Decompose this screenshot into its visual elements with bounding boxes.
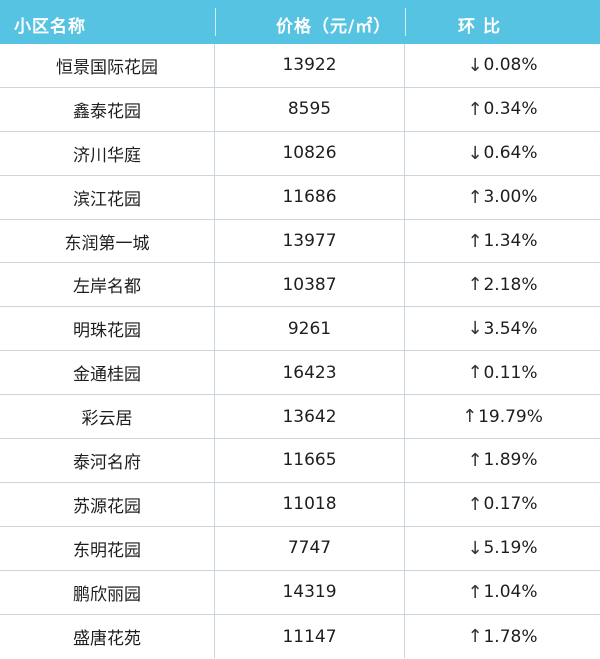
change-value: 1.04% (483, 582, 538, 603)
change-cell: ↑ 0.11% (405, 351, 600, 394)
change-cell: ↑ 19.79% (405, 395, 600, 438)
header-divider (405, 8, 406, 36)
change-cell: ↑ 0.17% (405, 483, 600, 526)
change-value: 5.19% (483, 538, 538, 559)
change-cell: ↑ 3.00% (405, 176, 600, 219)
table-row: 左岸名都 10387 ↑ 2.18% (0, 263, 600, 308)
price-cell: 9261 (215, 307, 405, 351)
header-change: 环比 (458, 17, 508, 37)
arrow-up-icon: ↑ (467, 186, 483, 208)
community-name-cell: 彩云居 (0, 395, 215, 439)
change-value: 2.18% (483, 274, 538, 295)
change-cell: ↑ 1.04% (405, 571, 600, 614)
arrow-up-icon: ↑ (467, 274, 483, 296)
table-row: 苏源花园 11018 ↑ 0.17% (0, 482, 600, 527)
table-row: 东明花园 7747 ↓ 5.19% (0, 526, 600, 571)
header-name: 小区名称 (14, 17, 86, 37)
change-cell: ↓ 3.54% (405, 307, 600, 350)
price-cell: 7747 (215, 526, 405, 570)
change-value: 1.89% (483, 450, 538, 471)
price-cell: 10387 (215, 263, 405, 307)
change-value: 1.78% (483, 626, 538, 647)
price-cell: 13922 (215, 44, 405, 87)
arrow-up-icon: ↑ (462, 406, 478, 428)
change-cell: ↑ 2.18% (405, 263, 600, 306)
change-cell: ↑ 0.34% (405, 88, 600, 131)
table-row: 恒景国际花园 13922 ↓ 0.08% (0, 44, 600, 88)
change-value: 0.11% (483, 362, 538, 383)
price-cell: 11686 (215, 175, 405, 219)
table-row: 鹏欣丽园 14319 ↑ 1.04% (0, 570, 600, 615)
community-name-cell: 东润第一城 (0, 219, 215, 263)
arrow-up-icon: ↑ (467, 362, 483, 384)
table-row: 盛唐花苑 11147 ↑ 1.78% (0, 614, 600, 659)
community-name-cell: 金通桂园 (0, 351, 215, 395)
community-name-cell: 泰河名府 (0, 439, 215, 482)
arrow-down-icon: ↓ (467, 54, 483, 76)
change-value: 19.79% (478, 406, 543, 427)
community-name-cell: 盛唐花苑 (0, 614, 215, 659)
community-name-cell: 济川华庭 (0, 131, 215, 175)
table-row: 济川华庭 10826 ↓ 0.64% (0, 131, 600, 176)
community-name-cell: 鹏欣丽园 (0, 570, 215, 614)
change-cell: ↓ 0.08% (405, 44, 600, 87)
change-value: 3.54% (483, 318, 538, 339)
community-name-cell: 明珠花园 (0, 307, 215, 351)
change-cell: ↑ 1.34% (405, 220, 600, 263)
community-name-cell: 滨江花园 (0, 175, 215, 219)
arrow-down-icon: ↓ (467, 142, 483, 164)
arrow-down-icon: ↓ (467, 537, 483, 559)
arrow-up-icon: ↑ (467, 626, 483, 648)
table-row: 明珠花园 9261 ↓ 3.54% (0, 307, 600, 352)
arrow-up-icon: ↑ (467, 581, 483, 603)
table-row: 鑫泰花园 8595 ↑ 0.34% (0, 87, 600, 132)
change-cell: ↓ 0.64% (405, 132, 600, 175)
community-name-cell: 鑫泰花园 (0, 87, 215, 131)
change-value: 0.64% (483, 143, 538, 164)
arrow-up-icon: ↑ (467, 230, 483, 252)
change-value: 0.34% (483, 99, 538, 120)
community-name-cell: 恒景国际花园 (0, 44, 215, 87)
change-value: 0.08% (483, 55, 538, 76)
community-name-cell: 东明花园 (0, 526, 215, 570)
change-value: 1.34% (483, 231, 538, 251)
community-name-cell: 左岸名都 (0, 263, 215, 307)
price-cell: 8595 (215, 87, 405, 131)
price-cell: 11665 (215, 439, 405, 482)
price-cell: 13642 (215, 395, 405, 439)
table-header: 小区名称 价格（元/㎡） 环比 (0, 0, 600, 44)
price-cell: 11018 (215, 482, 405, 526)
arrow-up-icon: ↑ (467, 449, 483, 471)
arrow-up-icon: ↑ (467, 493, 483, 515)
header-price: 价格（元/㎡） (276, 17, 392, 37)
table-row: 东润第一城 13977 ↑ 1.34% (0, 219, 600, 264)
change-cell: ↓ 5.19% (405, 527, 600, 570)
change-value: 0.17% (483, 494, 538, 515)
header-divider (215, 8, 216, 36)
price-cell: 11147 (215, 614, 405, 659)
price-cell: 13977 (215, 219, 405, 263)
arrow-up-icon: ↑ (467, 98, 483, 120)
arrow-down-icon: ↓ (467, 318, 483, 340)
price-cell: 10826 (215, 131, 405, 175)
price-cell: 14319 (215, 570, 405, 614)
table-row: 滨江花园 11686 ↑ 3.00% (0, 175, 600, 220)
table-row: 彩云居 13642 ↑ 19.79% (0, 395, 600, 440)
price-cell: 16423 (215, 351, 405, 395)
change-value: 3.00% (483, 187, 538, 208)
change-cell: ↑ 1.89% (405, 439, 600, 482)
change-cell: ↑ 1.78% (405, 615, 600, 659)
table-body: 恒景国际花园 13922 ↓ 0.08% 鑫泰花园 8595 ↑ 0.34% 济川华庭 10826… (0, 44, 600, 659)
community-name-cell: 苏源花园 (0, 482, 215, 526)
table-row: 泰河名府 11665 ↑ 1.89% (0, 439, 600, 483)
table-row: 金通桂园 16423 ↑ 0.11% (0, 351, 600, 396)
